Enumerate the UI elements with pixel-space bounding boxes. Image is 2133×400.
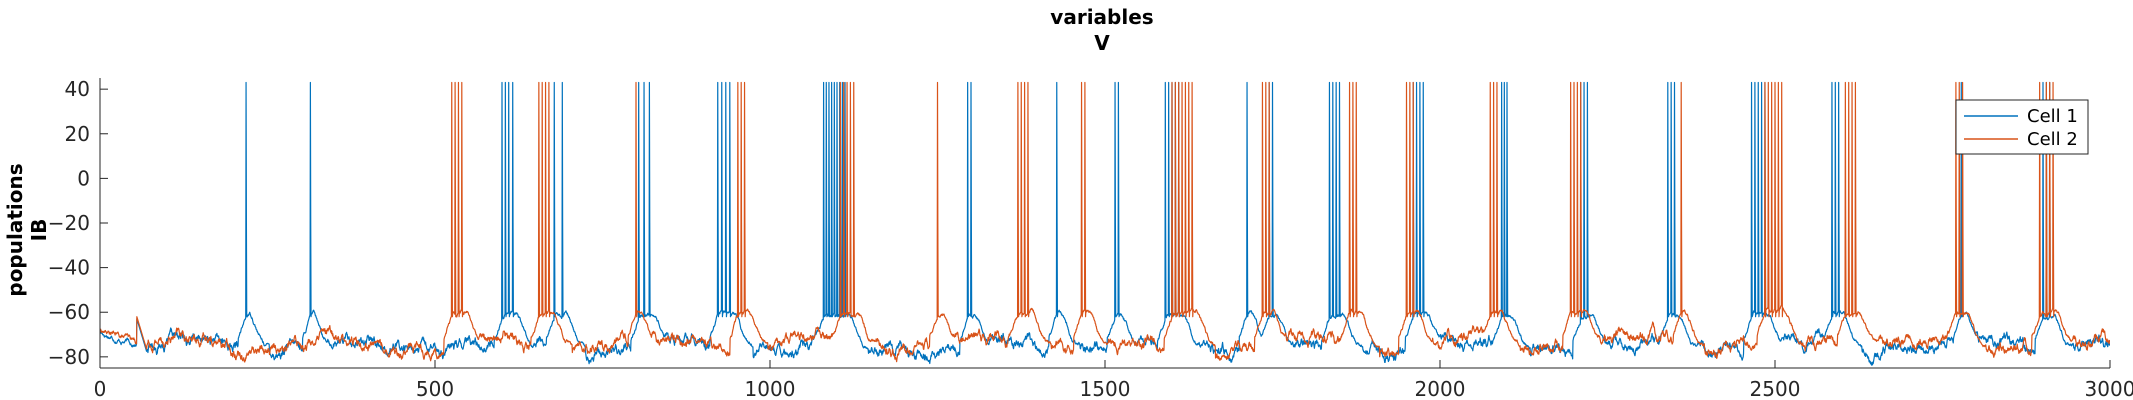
x-tick-label: 2000: [1415, 377, 1466, 400]
x-tick-label: 1000: [745, 377, 796, 400]
y-axis-label: populations IB: [3, 163, 51, 296]
legend-label-cell-1: Cell 1: [2027, 106, 2078, 127]
y-axis-label-line2: IB: [27, 219, 51, 242]
y-tick-label: 40: [65, 77, 90, 101]
legend-box: [1955, 99, 2089, 155]
y-tick-label: −60: [48, 300, 90, 324]
x-tick-label: 0: [94, 377, 107, 400]
y-tick-label: −20: [48, 211, 90, 235]
y-tick-label: 20: [65, 122, 90, 146]
legend-label-cell-2: Cell 2: [2027, 129, 2078, 150]
y-tick-label: 0: [77, 166, 90, 190]
y-tick-label: −40: [48, 256, 90, 280]
x-tick-label: 1500: [1080, 377, 1131, 400]
chart-title-line2: V: [1094, 31, 1110, 55]
series-line-1: [100, 81, 2110, 366]
series-line-2: [100, 81, 2110, 363]
legend: Cell 1 Cell 2: [1955, 99, 2089, 155]
x-tick-label: 3000: [2085, 377, 2133, 400]
ticks-layer: 0 500 1000 1500 2000 2500 3000 −80 −60 −40 −20 0 20 4…: [48, 77, 2133, 400]
x-tick-label: 500: [416, 377, 454, 400]
chart-title-line1: variables: [1050, 5, 1153, 29]
series-layer: [100, 81, 2110, 366]
x-tick-label: 2500: [1750, 377, 1801, 400]
y-tick-label: −80: [48, 345, 90, 369]
y-axis-label-line1: populations: [3, 163, 27, 296]
